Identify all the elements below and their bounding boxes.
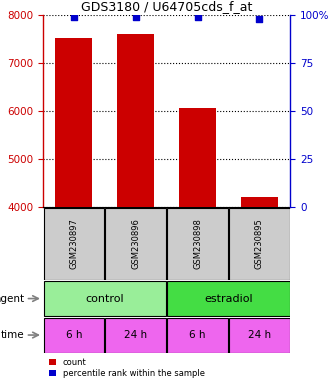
FancyBboxPatch shape [105, 208, 166, 280]
Bar [55, 38, 92, 207]
FancyBboxPatch shape [105, 318, 166, 353]
Text: 24 h: 24 h [248, 330, 271, 340]
Text: GSM230897: GSM230897 [69, 218, 78, 269]
FancyBboxPatch shape [167, 281, 290, 316]
Point [133, 14, 138, 20]
Text: GSM230898: GSM230898 [193, 218, 202, 269]
Point [257, 16, 262, 22]
FancyBboxPatch shape [44, 208, 104, 280]
Text: 24 h: 24 h [124, 330, 147, 340]
Legend: count, percentile rank within the sample: count, percentile rank within the sample [47, 356, 207, 380]
FancyBboxPatch shape [229, 318, 290, 353]
Bar [117, 34, 154, 207]
Text: GSM230896: GSM230896 [131, 218, 140, 269]
FancyBboxPatch shape [229, 208, 290, 280]
FancyBboxPatch shape [44, 281, 166, 316]
Text: agent: agent [0, 293, 24, 304]
Title: GDS3180 / U64705cds_f_at: GDS3180 / U64705cds_f_at [81, 0, 252, 13]
Point [195, 14, 200, 20]
FancyBboxPatch shape [167, 208, 228, 280]
Text: 6 h: 6 h [66, 330, 82, 340]
Text: control: control [85, 293, 124, 304]
FancyBboxPatch shape [167, 318, 228, 353]
FancyBboxPatch shape [44, 318, 104, 353]
Text: GSM230895: GSM230895 [255, 218, 264, 269]
Text: time: time [1, 330, 24, 340]
Text: estradiol: estradiol [204, 293, 253, 304]
Bar [241, 197, 278, 207]
Text: 6 h: 6 h [189, 330, 206, 340]
Point [71, 14, 77, 20]
Bar [179, 108, 216, 207]
